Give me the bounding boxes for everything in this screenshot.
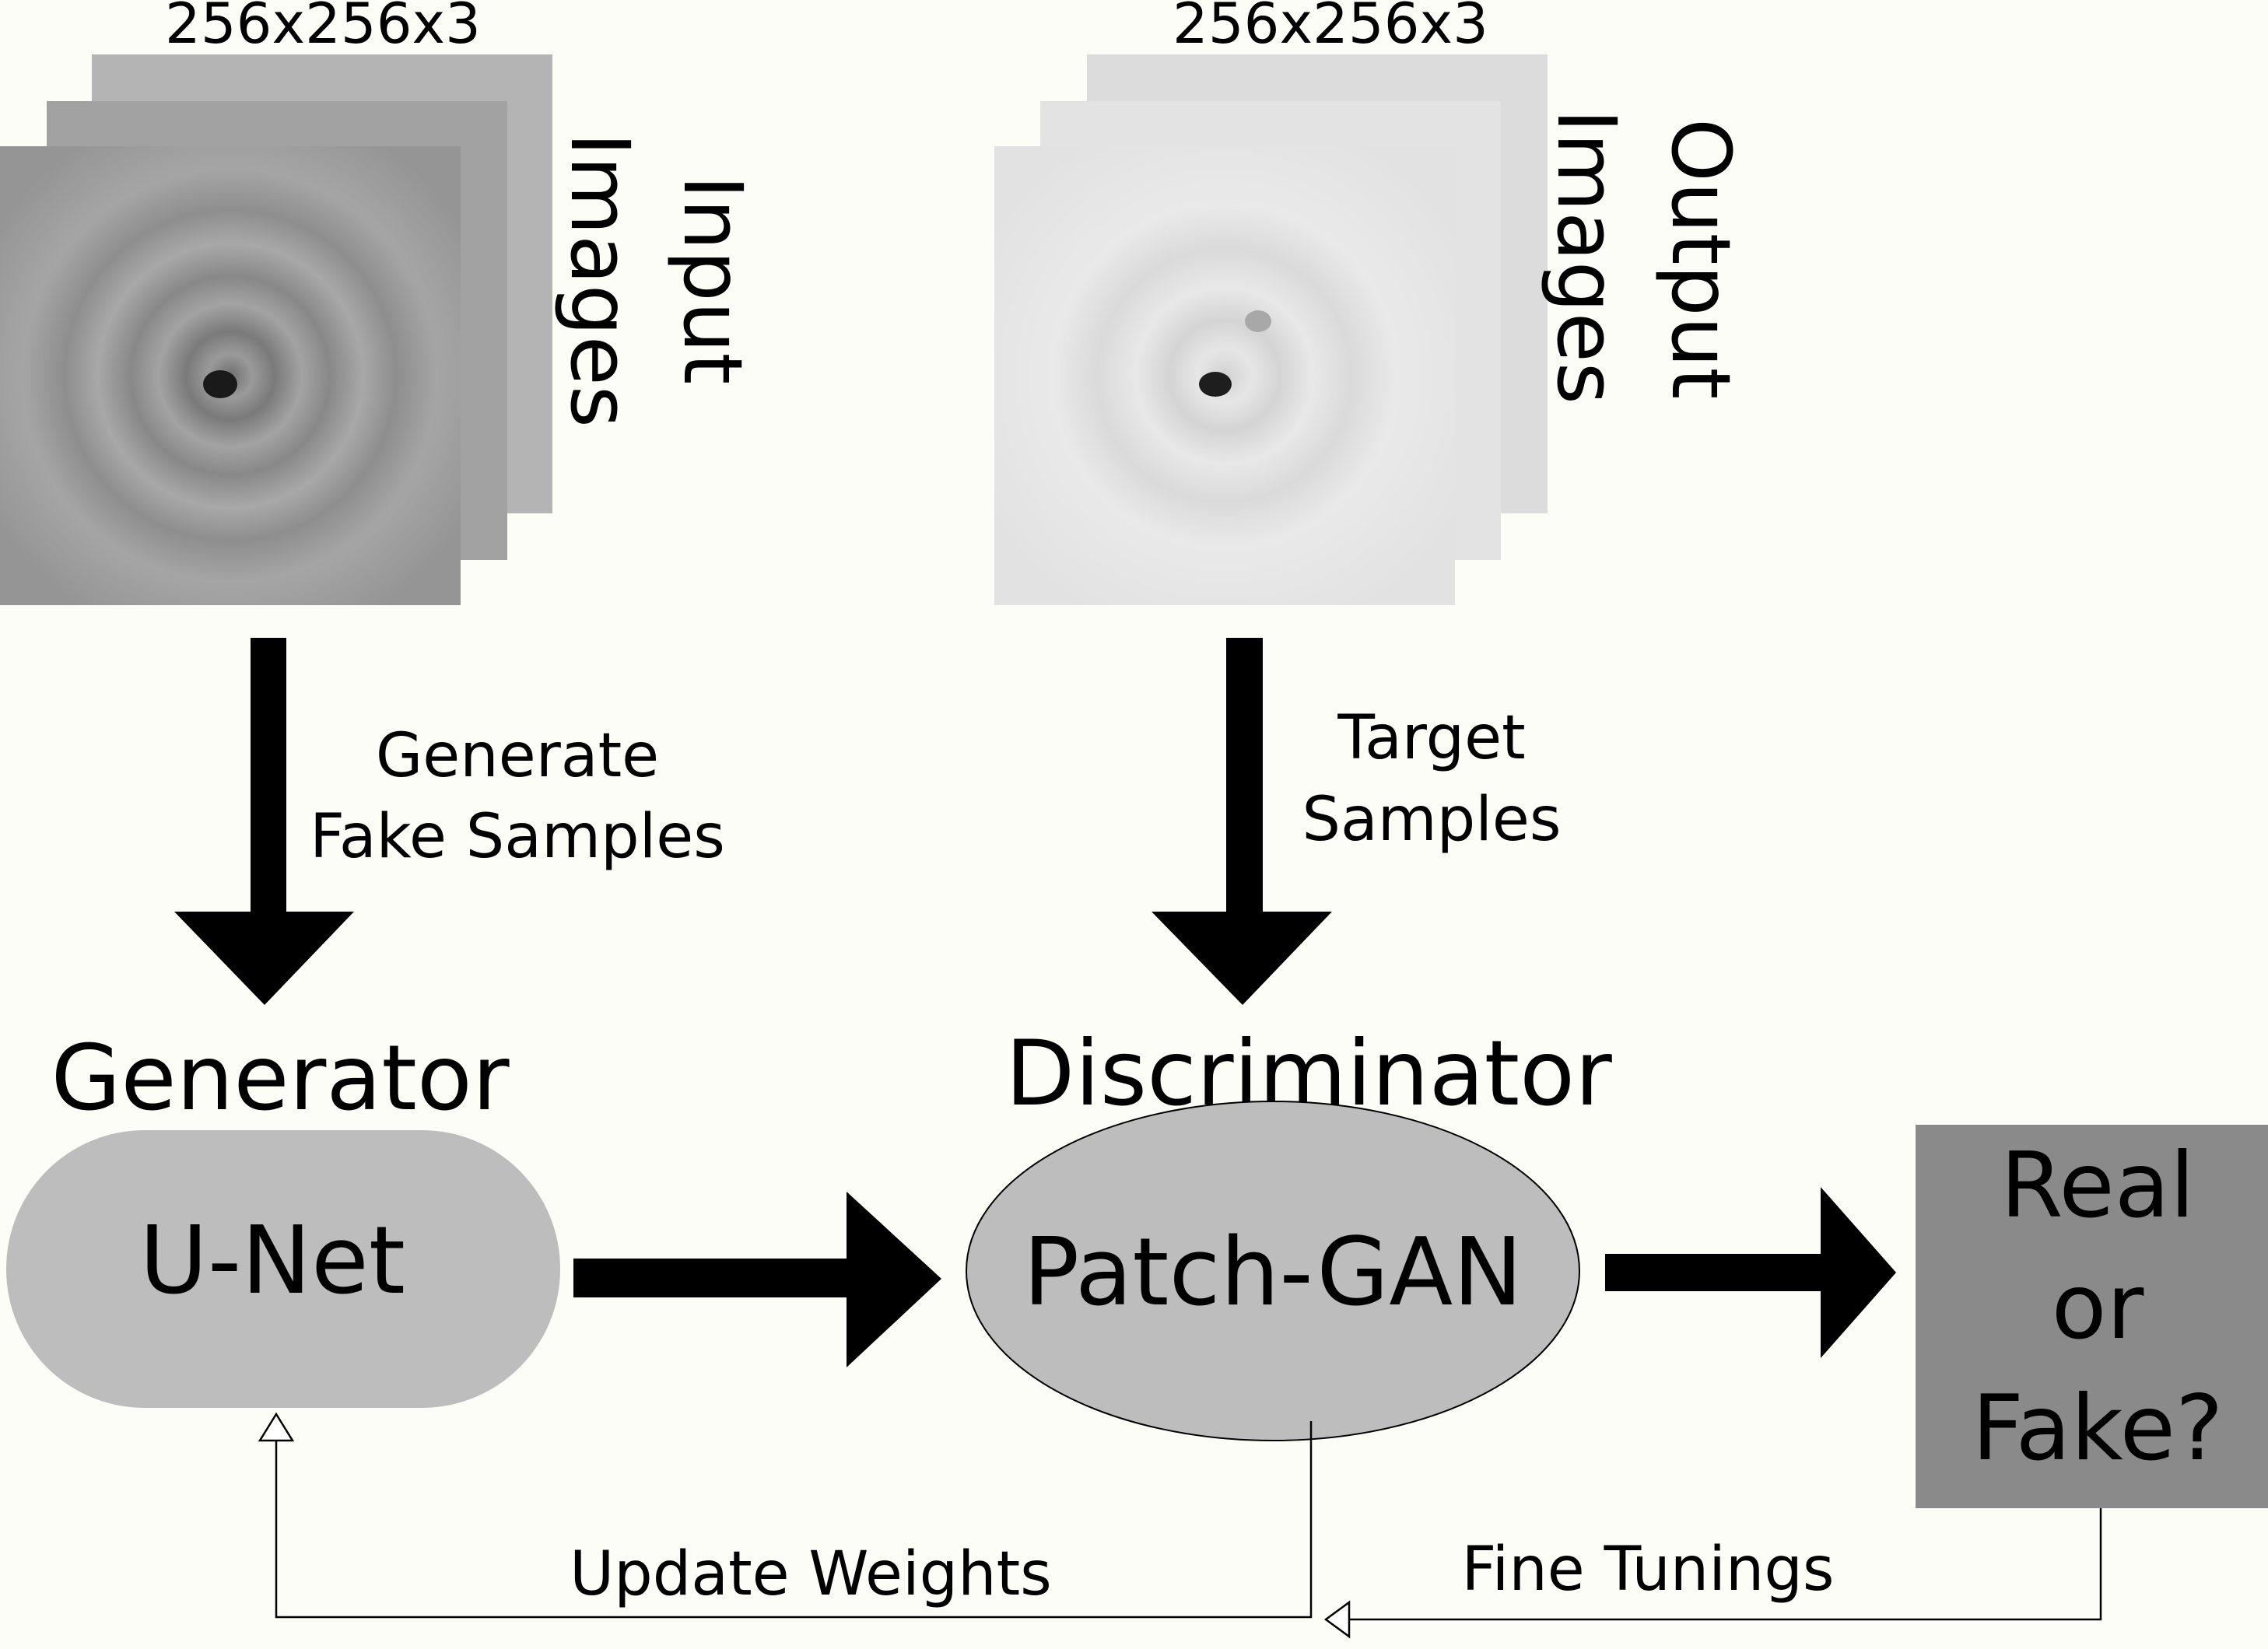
- output-particle: [1199, 372, 1232, 397]
- output-title-line2: Images: [1539, 109, 1634, 404]
- fine-tunings-connector: [1348, 1508, 2102, 1621]
- update-weights-label: Update Weights: [570, 1539, 1052, 1609]
- generate-label-line2: Fake Samples: [310, 802, 725, 872]
- generator-heading: Generator: [51, 1026, 509, 1131]
- patchgan-label: Patch-GAN: [1023, 1219, 1523, 1327]
- generate-arrow: [174, 638, 354, 1005]
- discriminator-to-verdict-arrow: [1605, 1187, 1896, 1358]
- verdict-box: [1916, 1125, 2268, 1508]
- generate-label-line1: Generate: [376, 721, 659, 791]
- target-arrow: [1152, 638, 1332, 1005]
- verdict-line3: Fake?: [1972, 1376, 2223, 1481]
- unet-node: [6, 1130, 560, 1408]
- update-weights-arrowhead: [258, 1412, 295, 1442]
- generator-to-discriminator-arrow: [573, 1192, 941, 1367]
- verdict-line2: or: [2052, 1255, 2144, 1360]
- patchgan-node: [966, 1101, 1580, 1441]
- output-image-stack: [994, 54, 1548, 605]
- input-size-label: 256x256x3: [165, 0, 481, 56]
- fine-tunings-label: Fine Tunings: [1461, 1535, 1834, 1605]
- unet-label: U-Net: [139, 1207, 405, 1315]
- verdict-line1: Real: [2000, 1133, 2195, 1238]
- target-label-line1: Target: [1337, 703, 1525, 773]
- output-size-label: 256x256x3: [1173, 0, 1488, 56]
- input-title-line1: Input: [665, 175, 760, 384]
- update-weights-connector: [275, 1421, 1313, 1619]
- input-image-stack: [0, 54, 552, 605]
- target-label-line2: Samples: [1302, 785, 1561, 855]
- output-title-line1: Output: [1653, 118, 1748, 399]
- fine-tunings-arrowhead: [1323, 1600, 1351, 1639]
- output-particle-shadow: [1245, 310, 1271, 332]
- input-title-line2: Images: [552, 132, 647, 428]
- input-particle: [203, 370, 237, 398]
